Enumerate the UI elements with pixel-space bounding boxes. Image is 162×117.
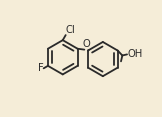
Text: O: O xyxy=(83,39,91,49)
Text: F: F xyxy=(38,63,43,73)
Text: Cl: Cl xyxy=(66,25,76,35)
Text: OH: OH xyxy=(127,49,143,59)
